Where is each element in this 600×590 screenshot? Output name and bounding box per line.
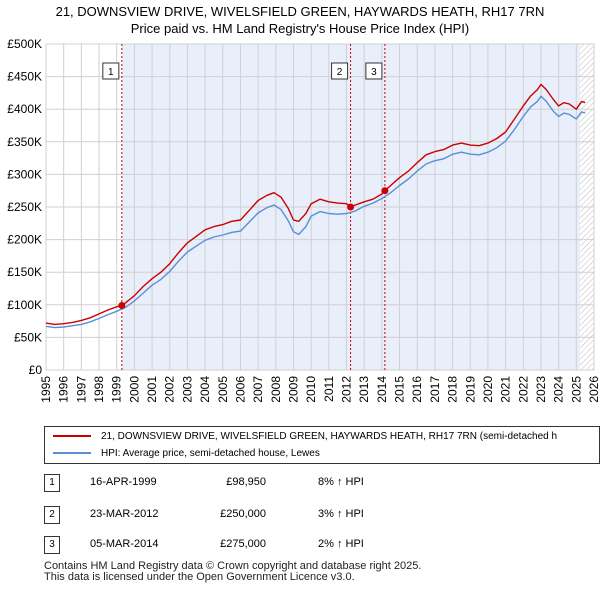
sale-price: £275,000 (220, 538, 266, 550)
y-tick-label: £250K (7, 200, 42, 214)
y-tick-label: £300K (7, 167, 42, 181)
sale-row: 2 23-MAR-2012 £250,000 3% ↑ HPI (44, 506, 444, 528)
y-tick-label: £450K (7, 70, 42, 84)
sale-marker-label: 1 (108, 67, 114, 78)
sale-number: 1 (44, 474, 60, 492)
x-tick-label: 1995 (39, 376, 53, 403)
legend-swatch-hpi (53, 452, 91, 455)
x-tick-label: 2025 (569, 376, 583, 403)
x-tick-label: 2010 (304, 376, 318, 403)
x-tick-label: 2015 (393, 376, 407, 403)
sale-date: 23-MAR-2012 (90, 508, 159, 520)
x-tick-label: 2009 (286, 376, 300, 403)
x-tick-label: 2019 (463, 376, 477, 403)
sale-marker-box (365, 62, 383, 80)
footer-copyright: Contains HM Land Registry data © Crown c… (44, 560, 422, 572)
sale-marker-box (331, 62, 349, 80)
x-tick-label: 2022 (516, 376, 530, 403)
hpi-line (45, 95, 586, 329)
x-tick-label: 2007 (251, 376, 265, 403)
x-tick-label: 2020 (481, 376, 495, 403)
sale-point (381, 187, 389, 195)
legend-label-property: 21, DOWNSVIEW DRIVE, WIVELSFIELD GREEN, … (101, 431, 558, 442)
x-tick-label: 2017 (428, 376, 442, 403)
legend: 21, DOWNSVIEW DRIVE, WIVELSFIELD GREEN, … (44, 426, 600, 464)
x-tick-label: 2021 (499, 376, 513, 403)
x-tick-label: 2018 (446, 376, 460, 403)
x-tick-label: 2002 (163, 376, 177, 403)
sale-number: 3 (44, 536, 60, 554)
sale-hpi-change: 2% ↑ HPI (318, 538, 364, 550)
sale-hpi-change: 3% ↑ HPI (318, 508, 364, 520)
y-tick-label: £0 (29, 363, 43, 377)
sale-hpi-change: 8% ↑ HPI (318, 476, 364, 488)
legend-item-hpi: HPI: Average price, semi-detached house,… (53, 446, 320, 462)
y-tick-label: £100K (7, 298, 42, 312)
x-tick-label: 2003 (180, 376, 194, 403)
sale-date: 16-APR-1999 (90, 476, 157, 488)
sale-marker-label: 2 (337, 67, 343, 78)
x-tick-label: 1999 (110, 376, 124, 403)
legend-swatch-property (53, 435, 91, 438)
x-tick-label: 2012 (340, 376, 354, 403)
y-tick-label: £150K (7, 265, 42, 279)
x-tick-label: 2001 (145, 376, 159, 403)
y-tick-label: £50K (14, 330, 42, 344)
price-chart: 1 2 3 £0 £50K £100K £150K £200K £250K £300K £350K £… (7, 37, 600, 403)
x-tick-label: 2013 (357, 376, 371, 403)
x-tick-label: 2000 (127, 376, 141, 403)
x-tick-label: 2004 (198, 376, 212, 403)
x-tick-label: 2024 (552, 376, 566, 403)
x-tick-label: 2008 (269, 376, 283, 403)
property-price-line (45, 83, 586, 326)
y-tick-label: £350K (7, 135, 42, 149)
x-tick-label: 2023 (534, 376, 548, 403)
sale-price: £98,950 (226, 476, 266, 488)
x-tick-label: 2014 (375, 376, 389, 403)
sale-price: £250,000 (220, 508, 266, 520)
y-tick-label: £400K (7, 102, 42, 116)
chart-title: 21, DOWNSVIEW DRIVE, WIVELSFIELD GREEN, … (55, 4, 545, 19)
sale-point (118, 301, 126, 309)
legend-label-hpi: HPI: Average price, semi-detached house,… (101, 448, 320, 459)
sale-marker-label: 3 (371, 67, 377, 78)
y-tick-label: £200K (7, 233, 42, 247)
sale-number: 2 (44, 506, 60, 524)
legend-item-property: 21, DOWNSVIEW DRIVE, WIVELSFIELD GREEN, … (53, 429, 557, 445)
x-tick-label: 2011 (322, 376, 336, 402)
x-tick-label: 2026 (587, 376, 600, 403)
sale-point (347, 203, 355, 211)
x-tick-label: 2016 (410, 376, 424, 403)
chart-subtitle: Price paid vs. HM Land Registry's House … (130, 21, 470, 36)
sale-date: 05-MAR-2014 (90, 538, 159, 550)
y-tick-label: £500K (7, 37, 42, 51)
x-tick-label: 1996 (57, 376, 71, 403)
x-tick-label: 2006 (233, 376, 247, 403)
x-tick-label: 1998 (92, 376, 106, 403)
footer-licence: This data is licensed under the Open Gov… (44, 571, 355, 583)
x-tick-label: 2005 (216, 376, 230, 403)
sale-marker-box (102, 62, 120, 80)
x-tick-label: 1997 (74, 376, 88, 403)
sale-row: 1 16-APR-1999 £98,950 8% ↑ HPI (44, 474, 444, 496)
sale-row: 3 05-MAR-2014 £275,000 2% ↑ HPI (44, 536, 444, 558)
